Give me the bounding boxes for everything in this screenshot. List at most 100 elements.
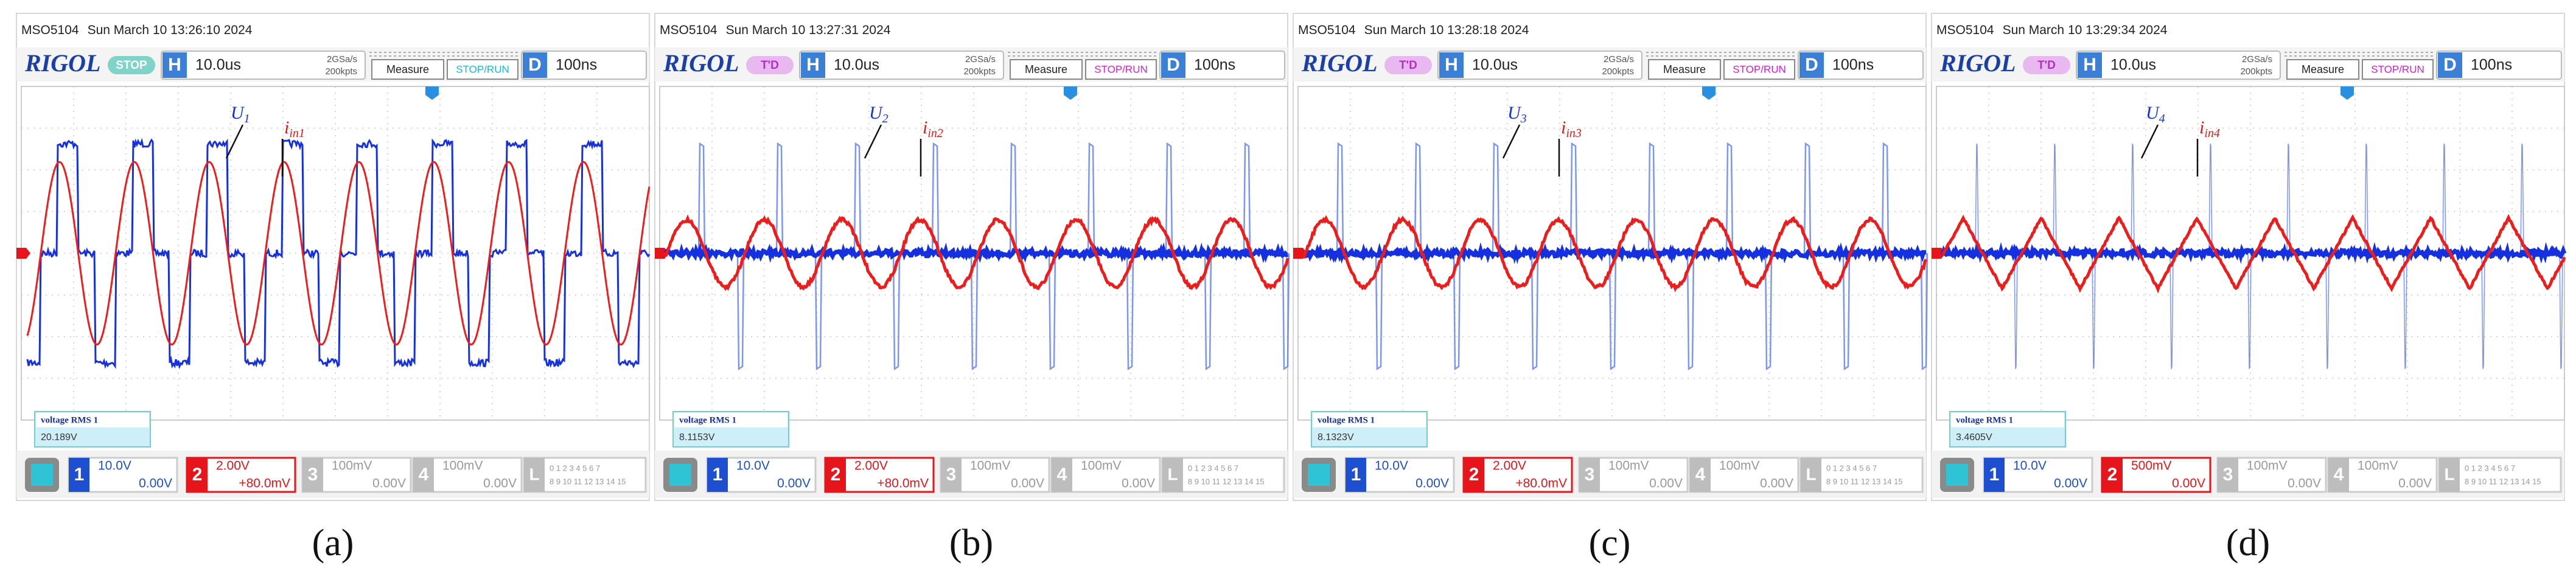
trigger-marker	[1702, 86, 1716, 100]
timestamp: MSO5104 Sun March 10 13:28:18 2024	[1298, 23, 1529, 37]
spike	[1087, 142, 1095, 254]
trace-ch1	[1303, 242, 1927, 265]
label-sub: 1	[244, 112, 250, 125]
h-box	[1437, 51, 1642, 80]
spike	[1608, 253, 1617, 371]
channel-key	[413, 458, 434, 492]
h-key	[1439, 52, 1464, 78]
run: STOP/RUN	[1733, 63, 1786, 75]
status-pill	[746, 56, 794, 74]
spike	[1126, 253, 1134, 371]
date: Sun March 10 13:27:31 2024	[726, 23, 891, 37]
d-label: D	[1805, 55, 1818, 75]
d-box	[521, 51, 647, 80]
measure-value: 3.4605V	[1956, 432, 1992, 443]
spike	[1336, 142, 1344, 254]
h-key	[162, 52, 187, 78]
channel-key	[187, 458, 208, 492]
channel-offset: 0.00V	[139, 477, 172, 491]
spikes	[1336, 142, 1929, 371]
timebase: 10.0us	[2110, 57, 2156, 74]
measure-name: voltage RMS 1	[1956, 415, 2013, 425]
channel-number: 3	[946, 465, 957, 485]
d-box	[1798, 51, 1924, 80]
logic-row: 8 9 10 11 12 13 14 15	[1188, 477, 1265, 486]
channel-number: 3	[308, 465, 318, 485]
d-key	[1161, 52, 1185, 78]
brand: RIGOL	[663, 49, 739, 77]
spike	[1764, 253, 1773, 371]
status: STOP	[116, 59, 147, 72]
spike	[775, 142, 784, 254]
channel-scale: 2.00V	[1493, 459, 1526, 473]
channel-offset: 0.00V	[2172, 477, 2205, 491]
trace-ch1	[26, 138, 651, 370]
channel-offset: 0.00V	[1415, 477, 1449, 491]
scope-screen: MSO5104 Sun March 10 13:27:31 2024 RIGOL T'…	[654, 13, 1290, 564]
logic-row: 8 9 10 11 12 13 14 15	[550, 477, 626, 486]
channel-scale: 2.00V	[854, 459, 888, 473]
measure-value: 8.1153V	[679, 432, 715, 443]
spike	[2247, 253, 2252, 370]
spike	[2286, 143, 2291, 254]
spike	[2131, 143, 2135, 254]
channel-key	[1464, 458, 1484, 492]
measure: Measure	[386, 63, 429, 75]
measure-value: 8.1323V	[1318, 432, 1354, 443]
timebase: 10.0us	[195, 57, 241, 74]
timestamp: MSO5104 Sun March 10 13:29:34 2024	[1936, 23, 2168, 37]
current-label: iin2	[923, 117, 943, 140]
spike	[1647, 142, 1656, 254]
channel-number: 4	[1695, 465, 1706, 485]
channel-offset: 0.00V	[1122, 477, 1155, 491]
channel-offset: 0.00V	[2398, 477, 2432, 491]
spike	[931, 142, 940, 254]
voltage-label: U3	[1507, 103, 1527, 125]
d-box	[2436, 51, 2562, 80]
timebase: 10.0us	[834, 57, 879, 74]
measure-value: 20.189V	[41, 432, 77, 443]
measure-button	[1648, 59, 1721, 80]
scope-screen: MSO5104 Sun March 10 13:29:34 2024 RIGOL T'…	[1931, 13, 2567, 564]
channel-scale: 100mV	[1608, 459, 1649, 473]
spike	[1204, 253, 1212, 371]
spike	[892, 253, 901, 371]
measure: Measure	[1025, 63, 1067, 75]
delay: 100ns	[1194, 57, 1235, 74]
measure-button	[2286, 59, 2359, 80]
measure-head	[1313, 413, 1426, 427]
run-button	[1085, 59, 1157, 80]
caption: (d)	[2226, 522, 2270, 564]
run-button	[2362, 59, 2434, 80]
spike	[1686, 253, 1695, 371]
channel-offset: 0.00V	[2054, 477, 2087, 491]
logic-row: 8 9 10 11 12 13 14 15	[1826, 477, 1903, 486]
channel-key	[2328, 458, 2349, 492]
channel-scale: 500mV	[2131, 459, 2172, 473]
channel-scale: 10.0V	[2013, 459, 2047, 473]
spike	[1975, 143, 1979, 254]
h-label: H	[806, 55, 820, 75]
sample-rate: 2GSa/s	[327, 54, 357, 65]
status-pill	[1384, 56, 1432, 74]
spike	[2442, 143, 2446, 254]
channel-number: 2	[831, 465, 841, 485]
label-main: i	[923, 117, 927, 138]
voltage-label: U4	[2146, 103, 2165, 125]
channel-scale: 100mV	[970, 459, 1011, 473]
logic-key	[2439, 458, 2460, 492]
channel-number: 3	[2223, 465, 2233, 485]
memory: 200kpts	[2240, 66, 2272, 77]
caption: (a)	[312, 522, 354, 564]
channel-number: 2	[2107, 465, 2118, 485]
logic-row: 0 1 2 3 4 5 6 7	[550, 463, 600, 472]
channel-number: 1	[713, 465, 723, 485]
status-pill	[2023, 56, 2070, 74]
label-sub: in1	[289, 127, 305, 140]
label-sub: in4	[2204, 127, 2220, 140]
logic-label: L	[529, 465, 539, 483]
spike	[1842, 253, 1851, 371]
channel-number: 1	[74, 465, 85, 485]
channel-offset: +80.0mV	[1515, 477, 1567, 491]
scrollbar	[369, 52, 518, 57]
